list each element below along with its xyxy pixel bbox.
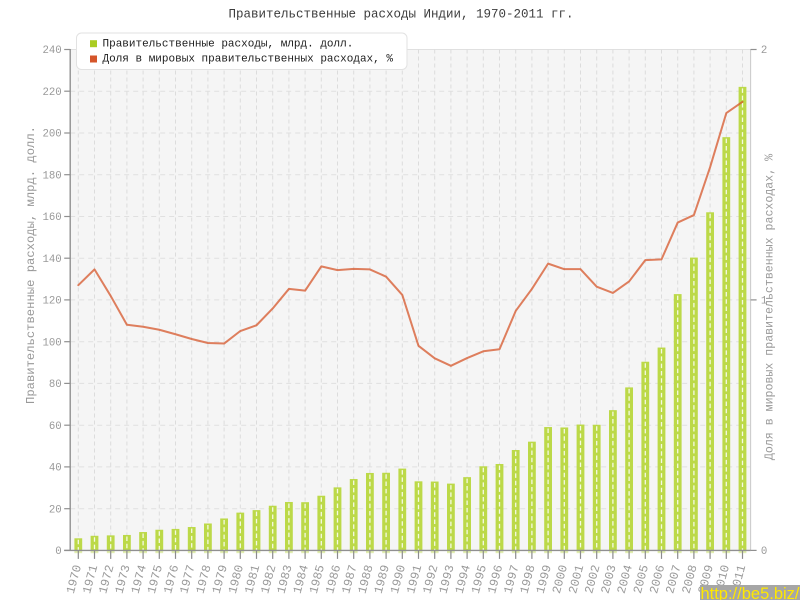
svg-text:1: 1 [761, 296, 767, 308]
svg-text:100: 100 [42, 337, 61, 349]
svg-text:40: 40 [49, 463, 62, 475]
svg-text:Правительственные расходы, млр: Правительственные расходы, млрд. долл. [24, 126, 38, 404]
svg-text:120: 120 [42, 296, 61, 308]
svg-text:Доля в мировых правительственн: Доля в мировых правительственных расхода… [103, 54, 394, 66]
svg-text:60: 60 [49, 421, 62, 433]
svg-text:180: 180 [42, 170, 61, 182]
svg-text:Правительственные расходы Инди: Правительственные расходы Индии, 1970-20… [228, 8, 573, 22]
svg-text:200: 200 [42, 129, 61, 141]
svg-text:Правительственные расходы, млр: Правительственные расходы, млрд. долл. [103, 38, 354, 50]
svg-text:2: 2 [761, 45, 767, 57]
svg-text:220: 220 [42, 87, 61, 99]
svg-text:0: 0 [761, 546, 767, 558]
svg-text:160: 160 [42, 212, 61, 224]
svg-text:Доля в мировых правительственн: Доля в мировых правительственных расхода… [764, 154, 777, 460]
svg-text:0: 0 [55, 546, 61, 558]
svg-text:240: 240 [42, 45, 61, 57]
svg-text:80: 80 [49, 379, 62, 391]
svg-text:http://be5.biz/: http://be5.biz/ [700, 585, 799, 600]
svg-text:140: 140 [42, 254, 61, 266]
svg-text:20: 20 [49, 504, 62, 516]
